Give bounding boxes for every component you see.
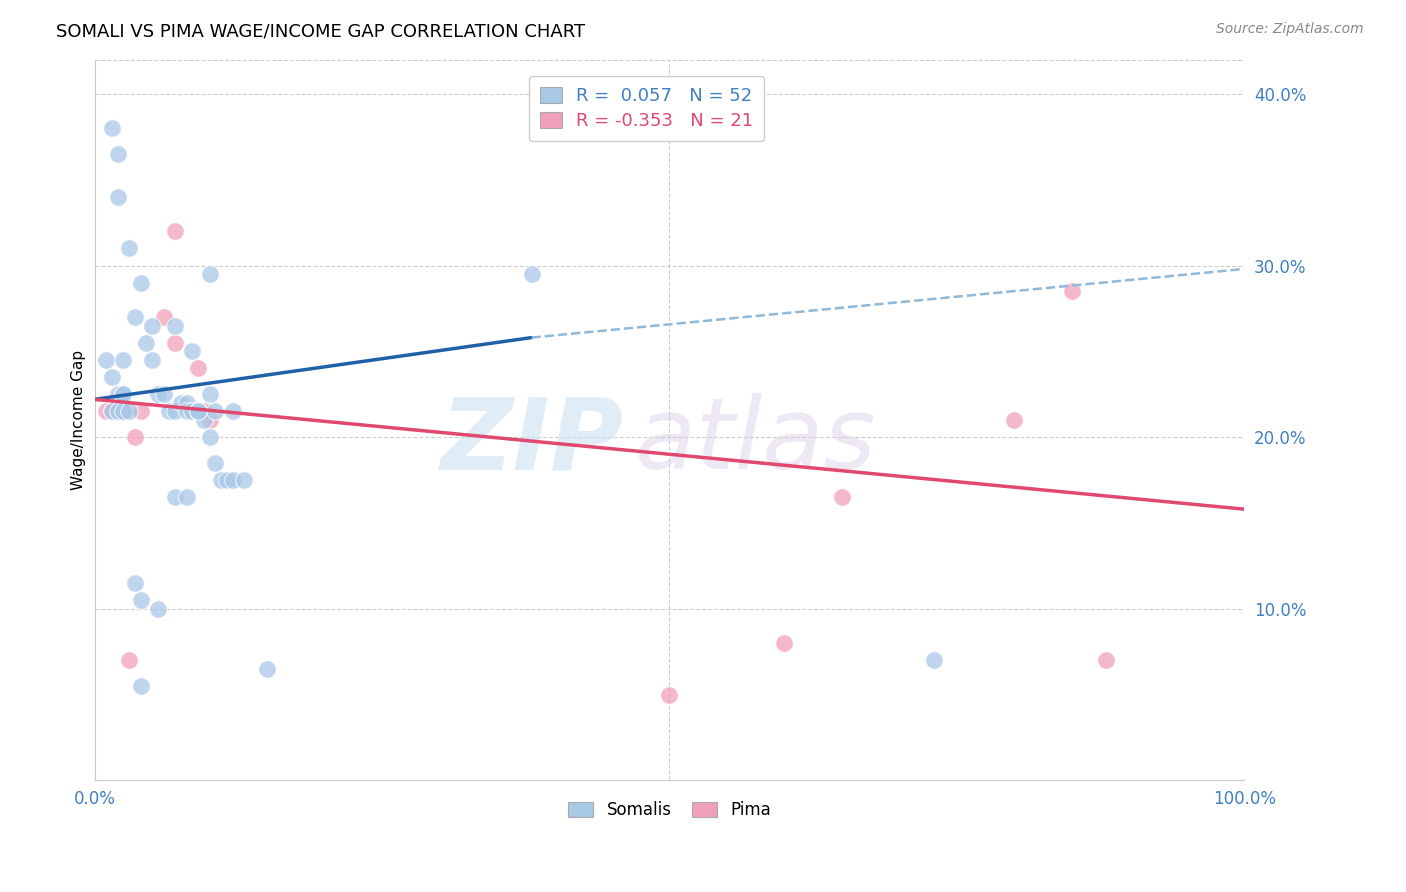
Point: [1004, 413, 1026, 427]
Point: [831, 490, 853, 504]
Text: SOMALI VS PIMA WAGE/INCOME GAP CORRELATION CHART: SOMALI VS PIMA WAGE/INCOME GAP CORRELATI…: [56, 22, 585, 40]
Point: [141, 352, 163, 367]
Point: [101, 370, 124, 384]
Point: [181, 404, 204, 418]
Point: [135, 335, 157, 350]
Point: [112, 387, 135, 401]
Point: [198, 413, 221, 427]
Legend: Somalis, Pima: Somalis, Pima: [561, 795, 778, 826]
Point: [141, 318, 163, 333]
Point: [112, 404, 135, 418]
Point: [221, 404, 243, 418]
Point: [94, 404, 117, 418]
Point: [112, 352, 135, 367]
Point: [107, 147, 129, 161]
Point: [107, 387, 129, 401]
Point: [193, 404, 215, 418]
Point: [157, 404, 180, 418]
Point: [176, 404, 198, 418]
Point: [176, 396, 198, 410]
Point: [256, 662, 278, 676]
Point: [94, 352, 117, 367]
Point: [198, 430, 221, 444]
Point: [129, 679, 152, 693]
Point: [170, 396, 193, 410]
Point: [165, 335, 187, 350]
Text: atlas: atlas: [636, 393, 876, 490]
Point: [209, 473, 232, 487]
Point: [658, 688, 681, 702]
Point: [193, 413, 215, 427]
Point: [107, 190, 129, 204]
Point: [112, 404, 135, 418]
Y-axis label: Wage/Income Gap: Wage/Income Gap: [72, 350, 86, 490]
Point: [101, 121, 124, 136]
Point: [101, 404, 124, 418]
Point: [181, 344, 204, 359]
Point: [176, 490, 198, 504]
Point: [124, 576, 146, 591]
Point: [187, 404, 209, 418]
Point: [204, 404, 226, 418]
Point: [187, 404, 209, 418]
Point: [181, 404, 204, 418]
Text: Source: ZipAtlas.com: Source: ZipAtlas.com: [1216, 22, 1364, 37]
Point: [198, 387, 221, 401]
Point: [101, 404, 124, 418]
Point: [1095, 653, 1118, 667]
Point: [773, 636, 796, 650]
Point: [187, 361, 209, 376]
Point: [152, 310, 174, 324]
Point: [118, 241, 141, 255]
Point: [118, 653, 141, 667]
Point: [118, 404, 141, 418]
Point: [112, 404, 135, 418]
Point: [165, 490, 187, 504]
Point: [107, 404, 129, 418]
Point: [198, 267, 221, 281]
Point: [221, 473, 243, 487]
Text: ZIP: ZIP: [440, 393, 623, 490]
Point: [204, 456, 226, 470]
Point: [1060, 285, 1083, 299]
Point: [152, 387, 174, 401]
Point: [129, 404, 152, 418]
Point: [146, 601, 169, 615]
Point: [129, 593, 152, 607]
Point: [124, 430, 146, 444]
Point: [107, 404, 129, 418]
Point: [112, 387, 135, 401]
Point: [922, 653, 945, 667]
Point: [187, 404, 209, 418]
Point: [146, 387, 169, 401]
Point: [520, 267, 543, 281]
Point: [165, 404, 187, 418]
Point: [129, 276, 152, 290]
Point: [165, 224, 187, 238]
Point: [233, 473, 256, 487]
Point: [165, 318, 187, 333]
Point: [124, 310, 146, 324]
Point: [215, 473, 238, 487]
